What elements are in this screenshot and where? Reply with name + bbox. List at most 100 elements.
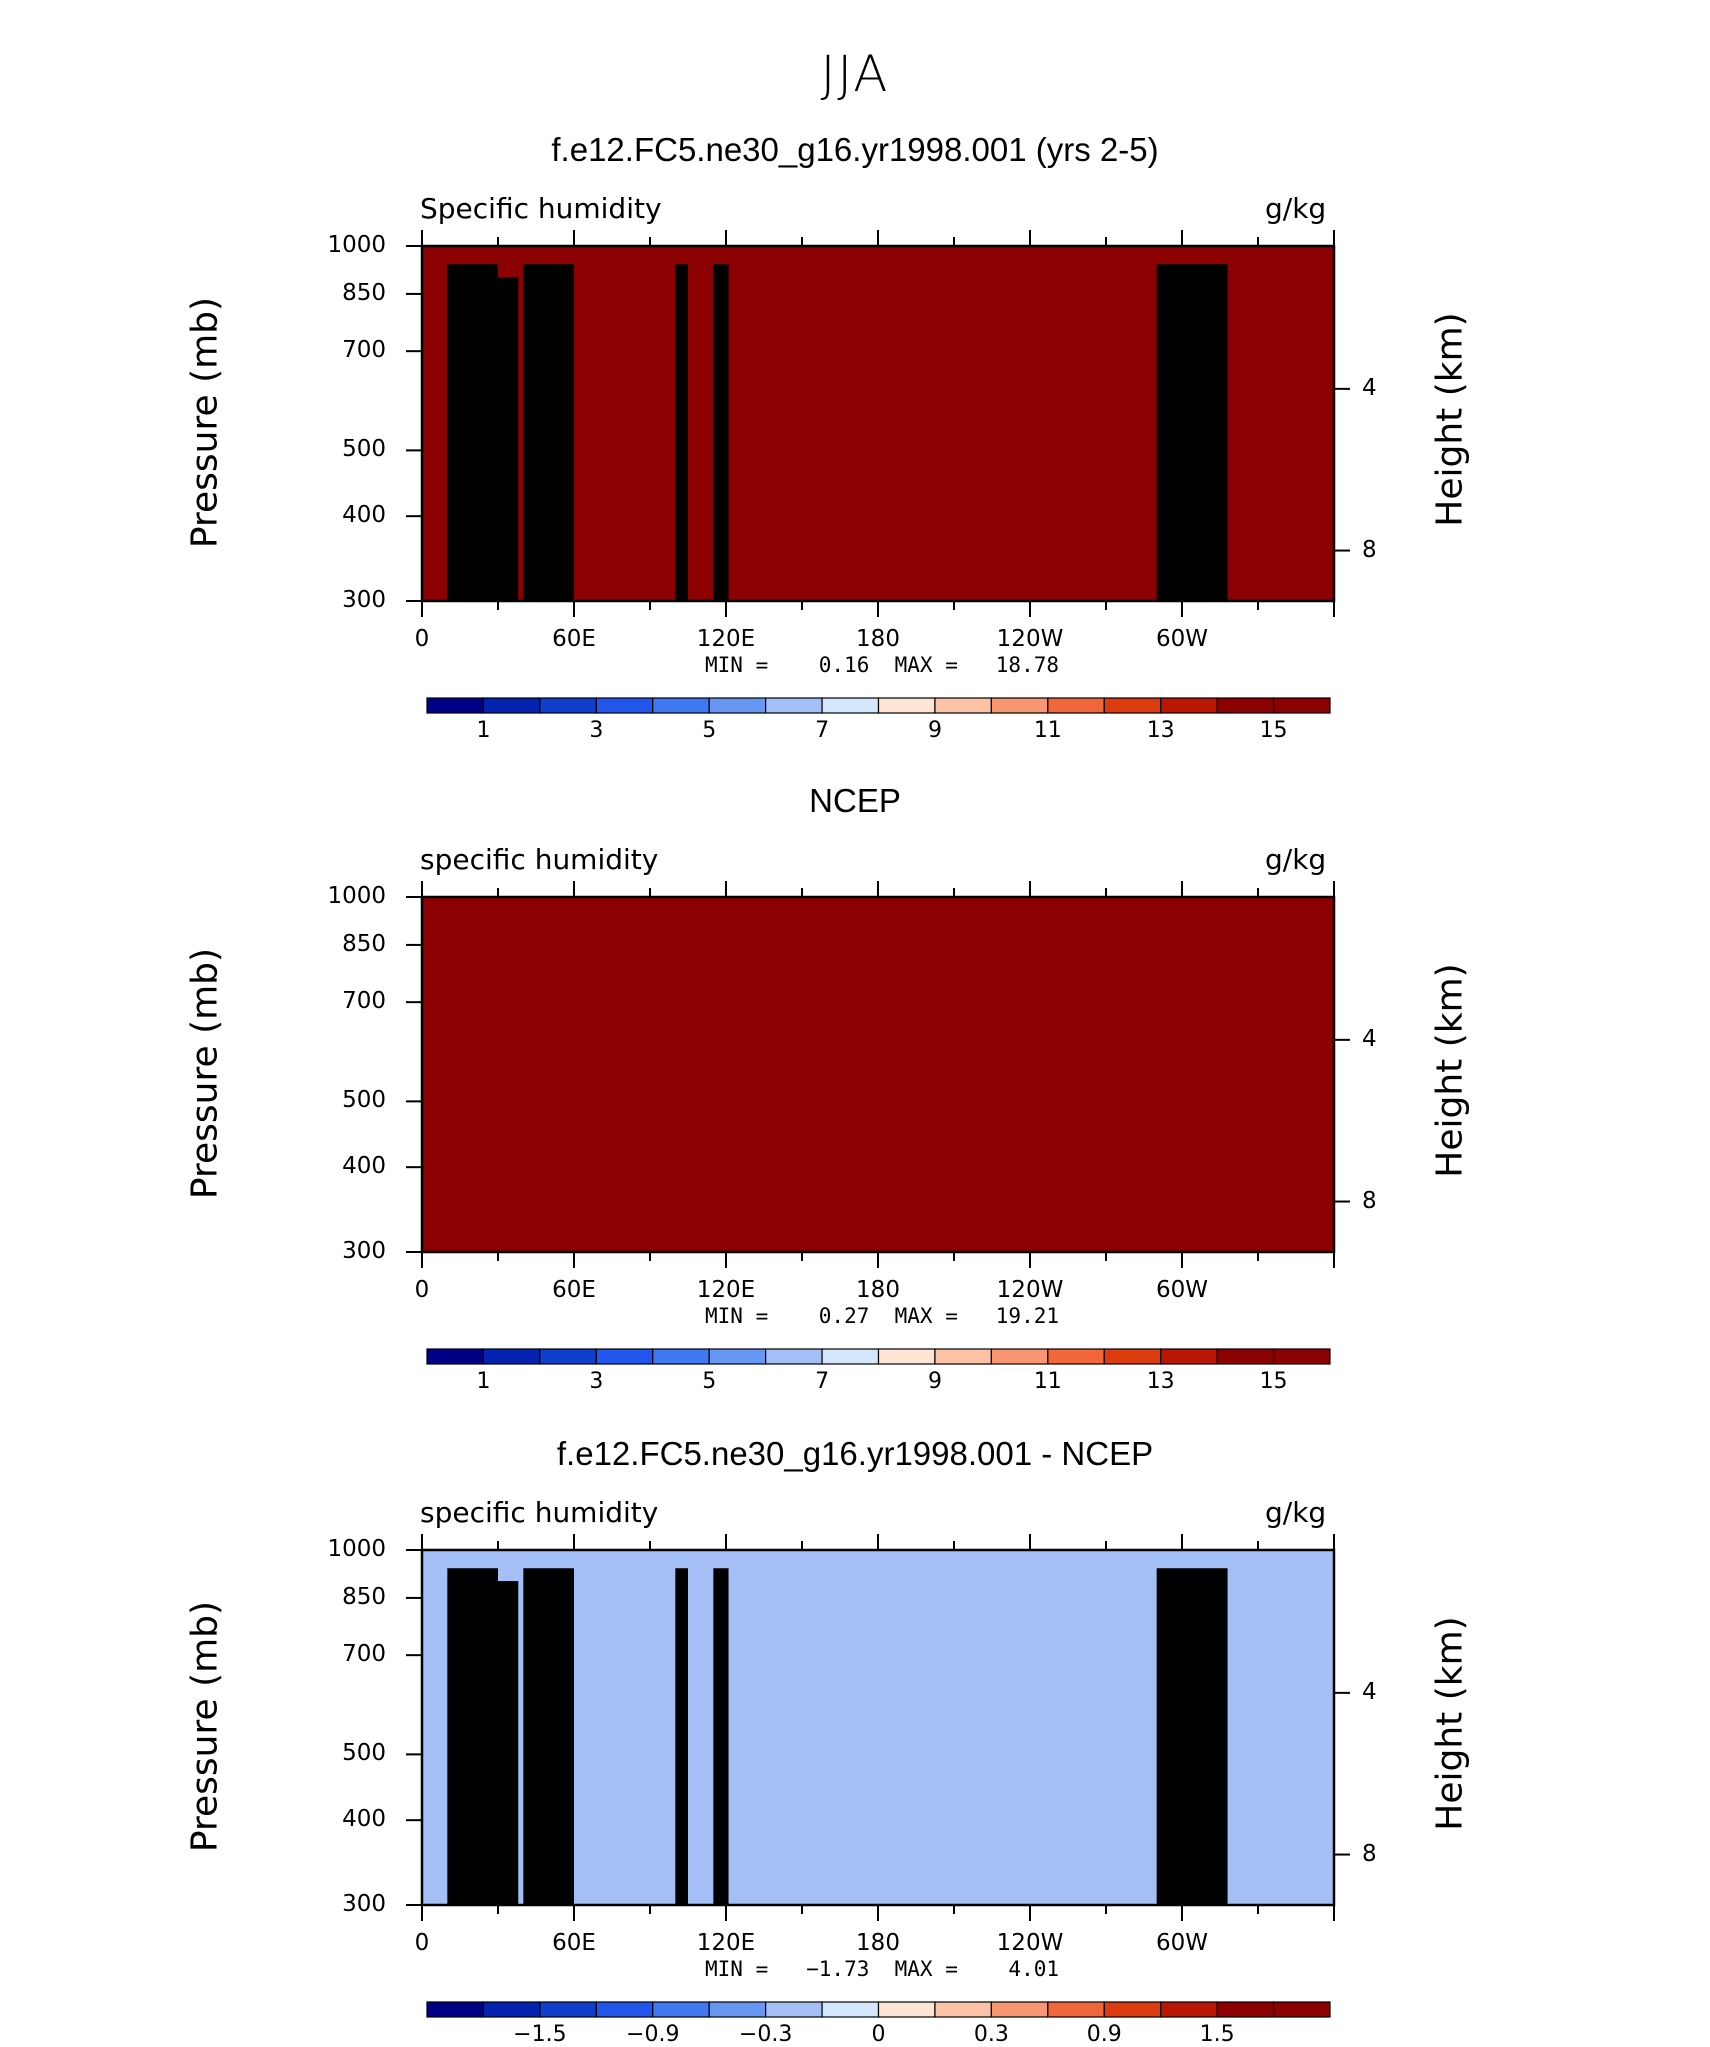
right-tick-label: 4 xyxy=(1362,1678,1377,1705)
right-tick-label: 4 xyxy=(1362,1025,1377,1052)
panel-title: f.e12.FC5.ne30_g16.yr1998.001 (yrs 2-5) xyxy=(551,131,1159,168)
colorbar xyxy=(426,697,1331,714)
x-tick-label: 60W xyxy=(1155,626,1209,652)
colorbar-swatch xyxy=(595,2001,654,2018)
colorbar-swatch xyxy=(1272,697,1331,714)
plot-area xyxy=(406,881,1350,1268)
plot-area xyxy=(406,1534,1350,1921)
colorbar-label: 0 xyxy=(871,2022,886,2047)
x-tick-label: 0 xyxy=(414,1277,430,1303)
colorbar-label: 3 xyxy=(589,1369,604,1394)
units-label: g/kg xyxy=(1265,192,1327,225)
x-tick-label: 120E xyxy=(696,1930,756,1956)
colorbar-label: 11 xyxy=(1033,718,1062,743)
y-tick-label: 850 xyxy=(342,1583,386,1610)
topography-block xyxy=(675,264,688,601)
colorbar-swatch xyxy=(1272,2001,1331,2018)
colorbar-label: 1.5 xyxy=(1199,2022,1235,2047)
x-tick-label: 180 xyxy=(856,1930,900,1956)
topography-block xyxy=(447,264,498,601)
panel-title: f.e12.FC5.ne30_g16.yr1998.001 - NCEP xyxy=(556,1435,1154,1472)
colorbar-swatch xyxy=(934,2001,992,2018)
colorbar-swatch xyxy=(482,2001,541,2018)
x-tick-label: 60E xyxy=(552,1277,596,1303)
x-tick-label: 60E xyxy=(552,626,596,652)
y-tick-label: 500 xyxy=(342,436,386,463)
topography-block xyxy=(1156,1568,1228,1905)
figure-title: JJA xyxy=(820,45,890,103)
y-tick-label: 700 xyxy=(342,988,386,1015)
colorbar-label: 1 xyxy=(476,718,491,743)
topography-block xyxy=(492,277,519,601)
colorbar-label: −1.5 xyxy=(513,2022,567,2047)
y-tick-label: 700 xyxy=(342,1641,386,1668)
x-tick-label: 120W xyxy=(996,626,1064,652)
colorbar-label: 5 xyxy=(702,1369,717,1394)
colorbar-swatch xyxy=(1216,2001,1275,2018)
min-max-readout: MIN = 0.27 MAX = 19.21 xyxy=(705,1304,1060,1328)
colorbar-label: 13 xyxy=(1146,718,1175,743)
y-tick-label: 300 xyxy=(342,1891,386,1917)
y-tick-label: 1000 xyxy=(327,232,386,258)
field-band-14 xyxy=(422,246,1334,601)
colorbar xyxy=(426,2001,1331,2018)
y-tick-label: 400 xyxy=(342,1806,386,1833)
colorbar-label: 1 xyxy=(476,1369,491,1394)
colorbar-swatch xyxy=(1103,2001,1162,2018)
y-axis-title-right: Height (km) xyxy=(1429,1615,1471,1831)
x-tick-label: 120E xyxy=(696,626,756,652)
field xyxy=(422,1550,1334,1905)
right-tick-label: 8 xyxy=(1362,1187,1377,1214)
y-tick-label: 1000 xyxy=(327,883,386,909)
colorbar-swatch xyxy=(652,2001,710,2018)
topography-block xyxy=(713,264,729,601)
right-tick-label: 8 xyxy=(1362,536,1377,563)
y-tick-label: 300 xyxy=(342,587,386,613)
colorbar-swatch xyxy=(539,2001,597,2018)
colorbar-label: 7 xyxy=(815,1369,830,1394)
colorbar-swatch xyxy=(1272,1348,1331,1365)
colorbar-swatch xyxy=(765,2001,823,2018)
x-tick-label: 120E xyxy=(696,1277,756,1303)
field xyxy=(422,897,1334,1252)
x-tick-label: 180 xyxy=(856,626,900,652)
units-label: g/kg xyxy=(1265,843,1327,876)
right-tick-label: 8 xyxy=(1362,1840,1377,1867)
colorbar-swatch xyxy=(1160,2001,1218,2018)
colorbar-swatch xyxy=(821,2001,880,2018)
panel-title: NCEP xyxy=(809,782,901,819)
colorbar-swatch xyxy=(708,2001,767,2018)
colorbar-swatch xyxy=(426,2001,485,2018)
topography-block xyxy=(1156,264,1228,601)
min-max-readout: MIN = −1.73 MAX = 4.01 xyxy=(705,1957,1060,1981)
colorbar-swatch xyxy=(877,2001,936,2018)
colorbar-label: 13 xyxy=(1146,1369,1175,1394)
colorbar-label: 0.3 xyxy=(973,2022,1009,2047)
topography-block xyxy=(713,1568,729,1905)
y-axis-title: Pressure (mb) xyxy=(184,1600,226,1852)
topography-block xyxy=(523,264,574,601)
colorbar-label: 0.9 xyxy=(1086,2022,1122,2047)
plot-area xyxy=(406,230,1350,617)
colorbar-swatch xyxy=(990,2001,1049,2018)
colorbar-label: 9 xyxy=(927,718,942,743)
colorbar-label: 11 xyxy=(1033,1369,1062,1394)
x-tick-label: 60E xyxy=(552,1930,596,1956)
colorbar-label: 15 xyxy=(1259,718,1288,743)
variable-label: Specific humidity xyxy=(420,192,662,225)
colorbar-label: 3 xyxy=(589,718,604,743)
y-tick-label: 300 xyxy=(342,1238,386,1264)
colorbar-label: 9 xyxy=(927,1369,942,1394)
x-tick-label: 0 xyxy=(414,626,430,652)
topography-block xyxy=(492,1581,519,1905)
y-tick-label: 850 xyxy=(342,279,386,306)
variable-label: specific humidity xyxy=(420,1496,659,1529)
topography-block xyxy=(447,1568,498,1905)
y-tick-label: 500 xyxy=(342,1087,386,1114)
colorbar-label: 5 xyxy=(702,718,717,743)
min-max-readout: MIN = 0.16 MAX = 18.78 xyxy=(705,653,1060,677)
colorbar xyxy=(426,1348,1331,1365)
y-tick-label: 400 xyxy=(342,1153,386,1180)
